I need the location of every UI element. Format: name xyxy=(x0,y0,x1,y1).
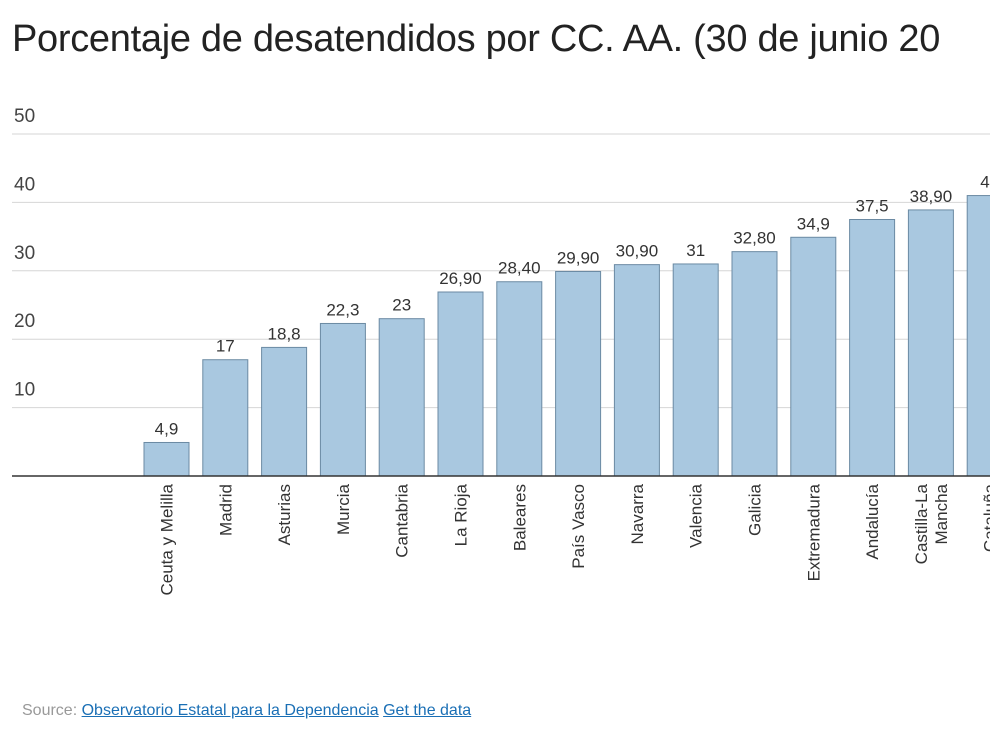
category-label-line: Cantabria xyxy=(393,483,412,557)
category-label: Castilla-La Mancha xyxy=(912,483,951,564)
category-label-line: Andalucía xyxy=(863,483,882,559)
bar[interactable] xyxy=(790,236,837,477)
bar[interactable] xyxy=(672,263,719,477)
data-label: 31 xyxy=(686,241,705,260)
category-label-line: Baleares xyxy=(510,484,529,551)
category-label-line: Murcia xyxy=(334,483,353,535)
category-label-line: Asturias xyxy=(275,484,294,545)
bar[interactable] xyxy=(613,264,660,477)
category-label-line: Extremadura xyxy=(804,483,823,581)
bars xyxy=(143,195,990,477)
data-label: 38,90 xyxy=(910,187,953,206)
data-label: 32,80 xyxy=(733,229,776,248)
y-axis-ticks: 10 20 30 40 50 xyxy=(14,106,35,401)
bar[interactable] xyxy=(261,346,308,477)
y-tick-label: 10 xyxy=(14,380,35,401)
data-label: 30,90 xyxy=(616,242,659,261)
bar[interactable] xyxy=(849,219,896,477)
category-label: Baleares xyxy=(510,484,529,551)
data-label: 28,40 xyxy=(498,259,541,278)
data-label: 34,9 xyxy=(797,214,830,233)
bar[interactable] xyxy=(143,441,190,477)
category-label: Andalucía xyxy=(863,483,882,559)
category-label: La Rioja xyxy=(452,483,471,546)
data-labels: 4,9 17 18,8 22,3 23 26,90 28,40 29,90 30,90 31 32,… xyxy=(155,173,990,439)
data-label: 37,5 xyxy=(856,197,889,216)
category-label-line: Mancha xyxy=(932,483,951,544)
y-tick-label: 50 xyxy=(14,106,35,127)
category-label-line: País Vasco xyxy=(569,484,588,569)
category-label-line: Ceuta y Melilla xyxy=(158,483,177,595)
category-label: Murcia xyxy=(334,483,353,535)
data-label: 17 xyxy=(216,337,235,356)
source-link[interactable]: Observatorio Estatal para la Dependencia xyxy=(81,702,379,719)
bar[interactable] xyxy=(202,359,249,477)
data-label: 29,90 xyxy=(557,248,600,267)
data-label: 41 xyxy=(980,173,990,192)
category-label: País Vasco xyxy=(569,484,588,569)
category-label-line: Navarra xyxy=(628,483,647,544)
category-labels: Ceuta y Melilla Madrid Asturias Murcia Canta… xyxy=(158,483,990,595)
bar[interactable] xyxy=(437,291,484,477)
category-label: Cantabria xyxy=(393,483,412,557)
bar[interactable] xyxy=(555,270,602,477)
bar[interactable] xyxy=(319,322,366,477)
category-label: Ceuta y Melilla xyxy=(158,483,177,595)
category-label-line: Castilla-La xyxy=(912,483,931,564)
data-label: 22,3 xyxy=(326,300,359,319)
bar[interactable] xyxy=(496,281,543,477)
category-label-line: Cataluña xyxy=(981,483,990,552)
category-label: Galicia xyxy=(746,483,765,536)
get-data-link[interactable]: Get the data xyxy=(383,702,472,719)
category-label-line: La Rioja xyxy=(452,483,471,546)
data-label: 23 xyxy=(392,296,411,315)
category-label: Cataluña xyxy=(981,483,990,552)
category-label-line: Valencia xyxy=(687,483,706,547)
data-label: 4,9 xyxy=(155,419,179,438)
bar[interactable] xyxy=(378,318,425,477)
category-label: Extremadura xyxy=(804,483,823,581)
y-tick-label: 20 xyxy=(14,311,35,332)
category-label-line: Madrid xyxy=(216,484,235,536)
category-label: Madrid xyxy=(216,484,235,536)
chart-title: Porcentaje de desatendidos por CC. AA. (… xyxy=(12,18,941,60)
category-label: Navarra xyxy=(628,483,647,544)
data-label: 18,8 xyxy=(268,324,301,343)
category-label: Valencia xyxy=(687,483,706,547)
y-tick-label: 30 xyxy=(14,243,35,264)
source-prefix: Source: xyxy=(22,702,78,719)
category-label: Asturias xyxy=(275,484,294,545)
data-label: 26,90 xyxy=(439,269,482,288)
bar[interactable] xyxy=(907,209,954,477)
y-tick-label: 40 xyxy=(14,174,35,195)
source-line: Source: Observatorio Estatal para la Dep… xyxy=(22,702,471,720)
bar[interactable] xyxy=(966,195,990,477)
bar[interactable] xyxy=(731,251,778,477)
category-label-line: Galicia xyxy=(746,483,765,536)
